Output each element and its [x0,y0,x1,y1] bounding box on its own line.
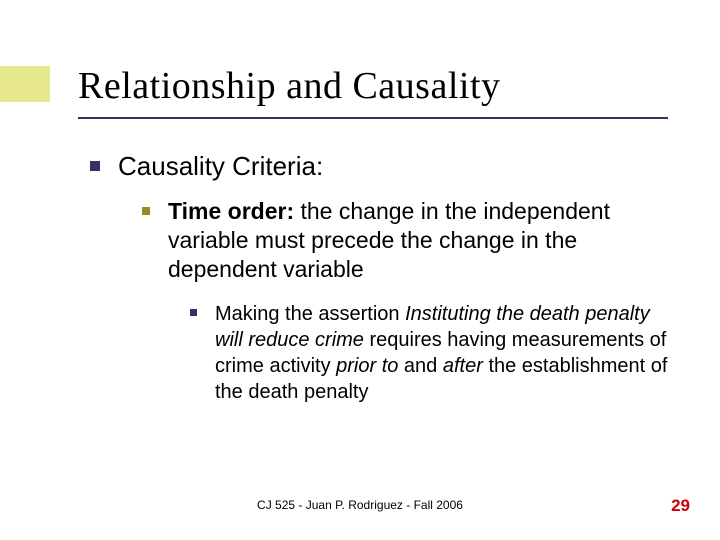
lvl1-text: Causality Criteria: [118,150,323,183]
lvl2-bold: Time order: [168,198,294,224]
lvl3-after: after [443,355,483,377]
square-bullet-icon [142,207,150,215]
square-bullet-icon [90,161,100,171]
lvl2-text: Time order: the change in the independen… [168,197,670,285]
lvl3-text: Making the assertion Instituting the dea… [215,301,670,405]
page-number: 29 [671,496,690,516]
footer-text: CJ 525 - Juan P. Rodriguez - Fall 2006 [0,498,720,512]
lvl3-and: and [398,355,442,377]
title-underline [78,117,668,119]
bullet-level3: Making the assertion Instituting the dea… [190,301,670,405]
title-wrap: Relationship and Causality [78,64,680,108]
lvl3-prior: prior to [336,355,398,377]
slide-body: Causality Criteria: Time order: the chan… [90,150,670,405]
accent-bar [0,66,50,102]
bullet-level1: Causality Criteria: [90,150,670,183]
bullet-level2: Time order: the change in the independen… [142,197,670,285]
slide-title: Relationship and Causality [78,64,680,108]
square-bullet-icon [190,309,197,316]
lvl3-lead: Making the assertion [215,303,405,325]
